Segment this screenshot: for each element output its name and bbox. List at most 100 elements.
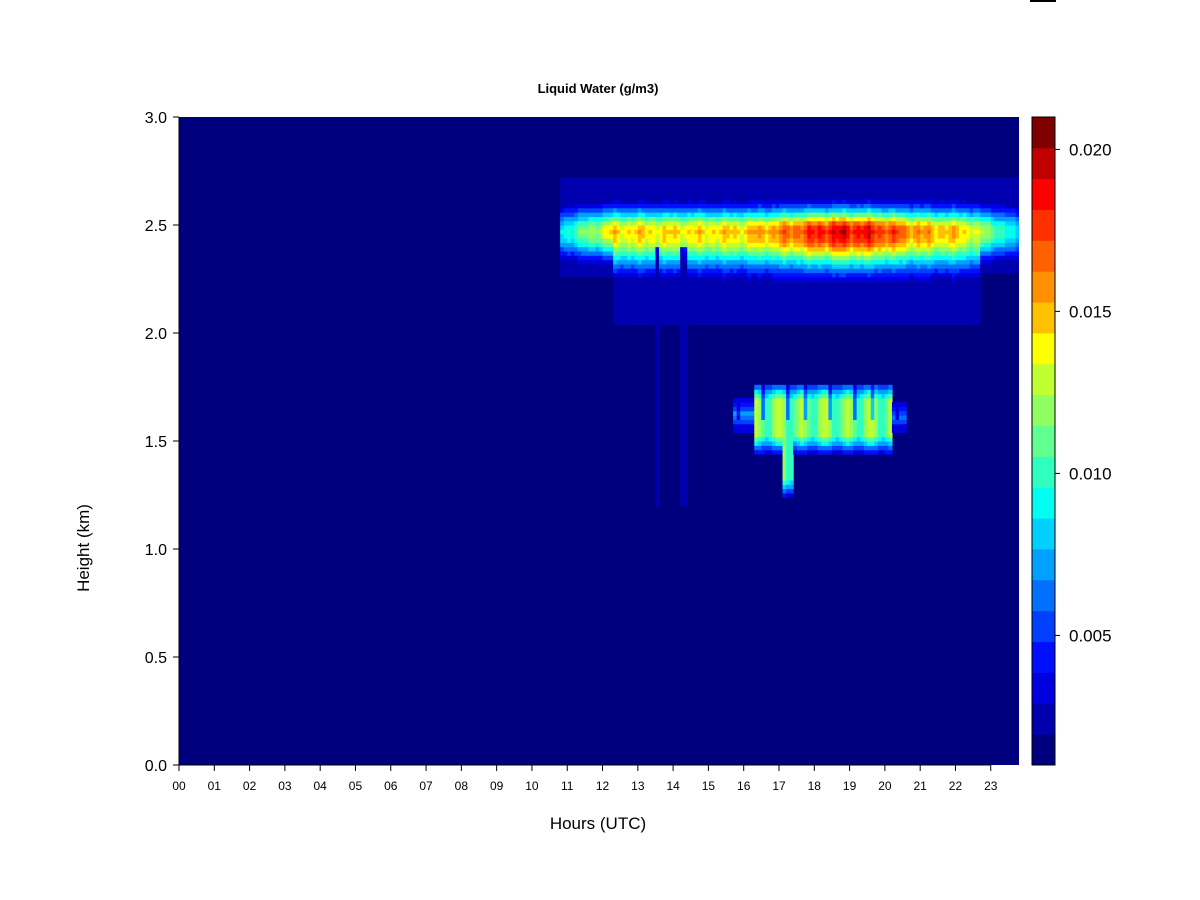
heatmap-cell <box>853 410 858 416</box>
heatmap-cell <box>683 190 688 196</box>
heatmap-cell <box>814 194 819 200</box>
heatmap-cell <box>606 181 611 187</box>
heatmap-cell <box>620 285 625 291</box>
heatmap-cell <box>743 177 748 183</box>
heatmap-cell <box>764 397 770 403</box>
heatmap-cell <box>786 445 791 451</box>
heatmap-cell <box>715 272 720 278</box>
heatmap-cell <box>623 263 628 269</box>
heatmap-cell <box>846 259 851 265</box>
heatmap-cell <box>599 216 604 222</box>
heatmap-cell <box>761 289 766 295</box>
heatmap-cell <box>888 199 893 204</box>
heatmap-cell <box>1008 220 1013 226</box>
heatmap-cell <box>616 212 621 217</box>
heatmap-cell <box>948 289 953 295</box>
heatmap-cell <box>930 298 935 304</box>
heatmap-cell <box>951 181 957 187</box>
heatmap-cell <box>888 406 893 412</box>
heatmap-cell <box>673 246 678 252</box>
heatmap-cell <box>817 212 822 217</box>
heatmap-cell <box>683 449 688 455</box>
heatmap-cell <box>793 406 798 412</box>
heatmap-cell <box>599 177 604 183</box>
heatmap-cell <box>708 298 713 304</box>
heatmap-cell <box>846 250 851 256</box>
heatmap-cell <box>863 229 868 235</box>
heatmap-cell <box>966 190 971 196</box>
heatmap-cell <box>906 207 911 213</box>
heatmap-cell <box>750 203 755 209</box>
heatmap-cell <box>800 384 805 390</box>
heatmap-cell <box>902 255 907 261</box>
heatmap-cell <box>768 220 773 226</box>
heatmap-cell <box>1004 233 1010 239</box>
heatmap-cell <box>846 190 851 196</box>
heatmap-cell <box>644 225 650 230</box>
heatmap-cell <box>793 384 798 390</box>
heatmap-cell <box>620 194 625 200</box>
heatmap-cell <box>916 298 921 304</box>
heatmap-cell <box>874 298 879 304</box>
heatmap-cell <box>807 307 812 312</box>
heatmap-cell <box>687 229 692 235</box>
heatmap-cell <box>750 216 755 222</box>
heatmap-cell <box>930 289 935 295</box>
heatmap-cell <box>913 181 918 187</box>
heatmap-cell <box>690 246 695 252</box>
heatmap-cell <box>577 272 582 278</box>
heatmap-cell <box>916 259 921 265</box>
heatmap-cell <box>937 259 942 265</box>
heatmap-cell <box>711 212 717 217</box>
heatmap-cell <box>673 259 678 265</box>
heatmap-cell <box>839 276 844 282</box>
heatmap-cell <box>966 237 971 243</box>
heatmap-cell <box>976 177 981 183</box>
heatmap-cell <box>641 199 646 204</box>
heatmap-cell <box>821 307 826 312</box>
heatmap-cell <box>793 311 798 317</box>
heatmap-cell <box>690 285 695 291</box>
heatmap-cell <box>941 220 946 226</box>
heatmap-cell <box>687 289 692 295</box>
heatmap-cell <box>683 337 688 343</box>
heatmap-cell <box>881 259 886 265</box>
heatmap-cell <box>602 186 607 192</box>
heatmap-cell <box>909 212 914 217</box>
heatmap-cell <box>902 203 907 209</box>
heatmap-cell <box>613 302 618 308</box>
heatmap-cell <box>1015 220 1019 226</box>
heatmap-cell <box>701 242 706 248</box>
heatmap-cell <box>662 212 667 217</box>
heatmap-cell <box>659 220 664 226</box>
heatmap-cell <box>895 263 900 269</box>
heatmap-cell <box>842 229 847 235</box>
heatmap-cell <box>853 449 858 455</box>
heatmap-cell <box>659 199 664 204</box>
heatmap-cell <box>659 250 664 256</box>
heatmap-cell <box>757 181 762 187</box>
heatmap-cell <box>793 237 798 243</box>
heatmap-cell <box>867 298 872 304</box>
heatmap-cell <box>680 402 685 408</box>
heatmap-cell <box>831 436 837 442</box>
heatmap-cell <box>669 207 674 213</box>
heatmap-cell <box>923 281 928 287</box>
heatmap-cell <box>719 298 724 304</box>
heatmap-cell <box>715 181 720 187</box>
heatmap-cell <box>764 389 770 395</box>
heatmap-cell <box>719 194 724 200</box>
heatmap-cell <box>856 397 861 403</box>
heatmap-cell <box>937 207 942 213</box>
heatmap-cell <box>969 320 974 325</box>
heatmap-cell <box>715 315 720 321</box>
heatmap-cell <box>771 384 777 390</box>
heatmap-cell <box>839 186 844 192</box>
heatmap-cell <box>757 207 762 213</box>
heatmap-cell <box>676 272 681 278</box>
heatmap-cell <box>803 298 808 304</box>
heatmap-cell <box>990 216 995 222</box>
heatmap-cell <box>846 393 851 399</box>
heatmap-cell <box>789 410 794 416</box>
heatmap-cell <box>764 311 770 317</box>
